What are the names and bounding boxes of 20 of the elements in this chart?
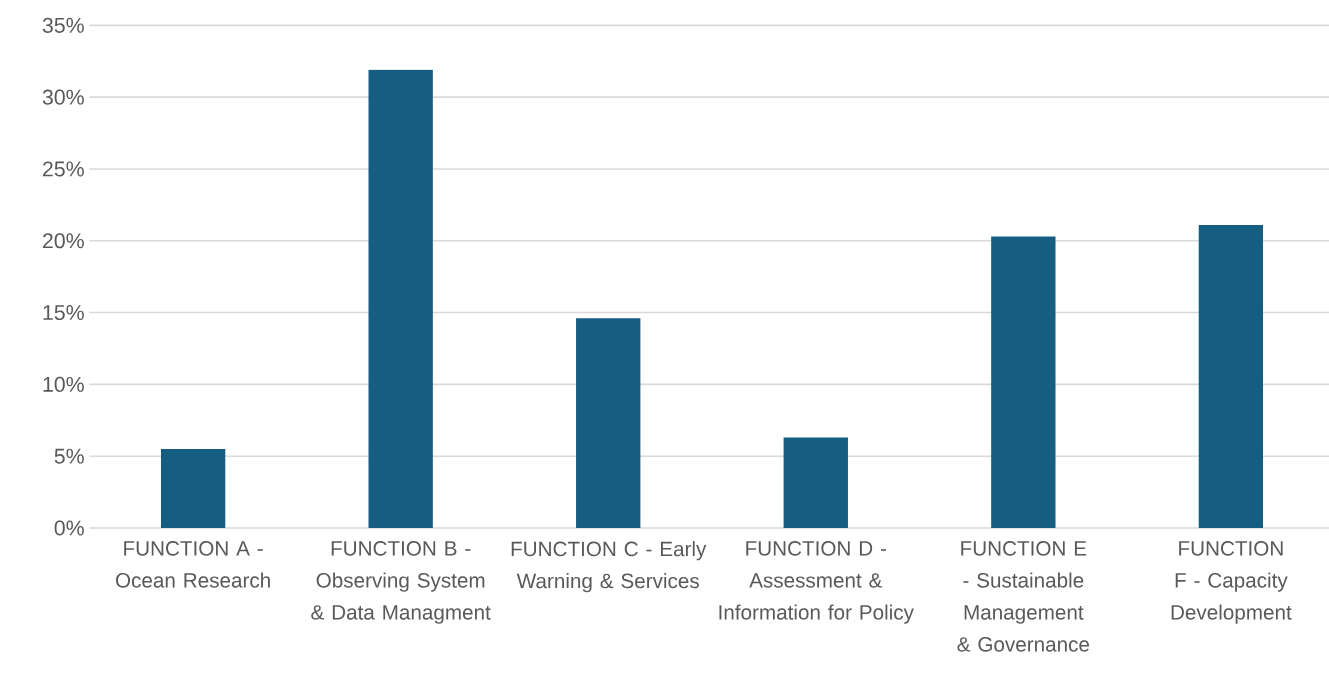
y-tick-label: 0% (54, 520, 84, 536)
y-tick-label: 35% (42, 17, 84, 33)
y-tick-label: 30% (42, 89, 84, 105)
bar (576, 318, 641, 528)
bar (783, 437, 848, 528)
x-tick-label: FUNCTION A - Ocean Research (115, 541, 270, 588)
y-tick-label: 20% (43, 233, 84, 249)
x-tick-label: FUNCTION F - Capacity Development (1171, 541, 1292, 624)
bar (160, 449, 226, 528)
y-tick-label: 15% (43, 305, 84, 321)
x-tick-label: FUNCTION B - Observing System & Data Managment (311, 541, 491, 624)
bar (1198, 224, 1264, 528)
x-tick-label: FUNCTION C - Early Warning & Services (511, 541, 707, 593)
y-tick-label: 25% (43, 161, 84, 177)
y-tick-label: 5% (54, 448, 84, 464)
x-tick-label: FUNCTION D - Assessment & Information for Policy (719, 541, 914, 624)
bar (991, 236, 1056, 528)
bar (368, 69, 433, 528)
y-tick-label: 10% (43, 376, 84, 392)
x-tick-label: FUNCTION E - Sustainable Management & Governance (957, 541, 1090, 652)
